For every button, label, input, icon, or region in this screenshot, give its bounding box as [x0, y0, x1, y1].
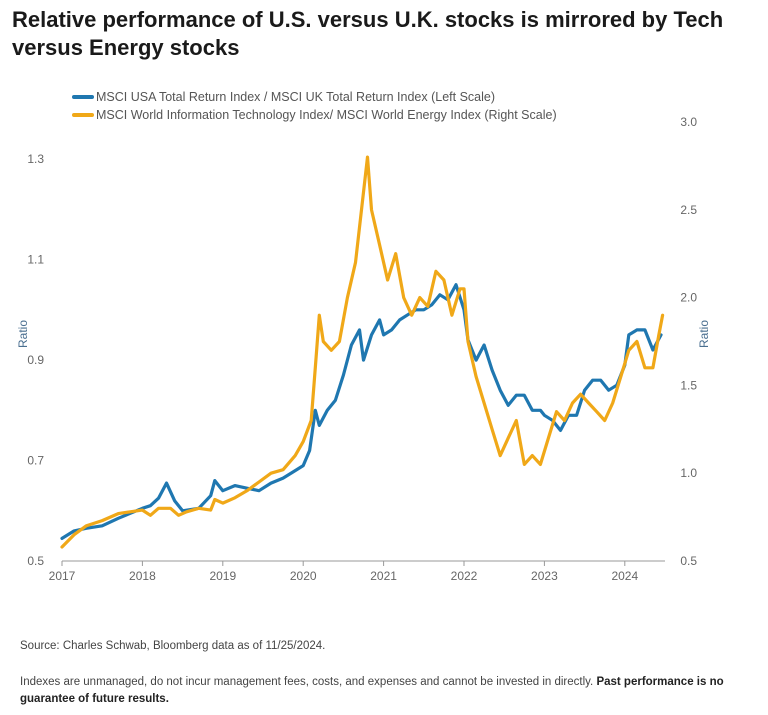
series-line-usa-uk — [60, 283, 663, 541]
axes-layer: 2017 2018 2019 2020 2021 2022 2023 2024 0.5 0.7 0.… — [16, 115, 711, 583]
legend-swatch-tech-energy — [72, 113, 94, 117]
y-right-tick-label-2-5: 2.5 — [680, 203, 697, 217]
chart-legend: MSCI USA Total Return Index / MSCI UK To… — [72, 88, 557, 124]
disclaimer: Indexes are unmanaged, do not incur mana… — [20, 674, 755, 708]
y-left-tick-label-0-5: 0.5 — [27, 554, 44, 568]
source-note: Source: Charles Schwab, Bloomberg data a… — [20, 640, 326, 652]
legend-label-usa-uk: MSCI USA Total Return Index / MSCI UK To… — [96, 90, 496, 104]
disclaimer-text: Indexes are unmanaged, do not incur mana… — [20, 676, 594, 688]
y-right-tick-label-3-0: 3.0 — [680, 115, 697, 129]
y-right-tick-label-1-0: 1.0 — [680, 466, 697, 480]
legend-item-tech-energy: MSCI World Information Technology Index/… — [72, 106, 557, 124]
x-tick-label-2020: 2020 — [290, 569, 317, 583]
x-tick-label-2024: 2024 — [611, 569, 638, 583]
x-tick-label-2017: 2017 — [49, 569, 76, 583]
legend-swatch-usa-uk — [72, 95, 94, 99]
legend-item-usa-uk: MSCI USA Total Return Index / MSCI UK To… — [72, 88, 557, 106]
x-tick-label-2019: 2019 — [209, 569, 236, 583]
y-right-tick-label-0-5: 0.5 — [680, 554, 697, 568]
y-left-tick-label-1-3: 1.3 — [27, 152, 44, 166]
chart-title: Relative performance of U.S. versus U.K.… — [12, 7, 724, 60]
series-line-tech-energy — [60, 155, 665, 549]
series-layer — [60, 155, 665, 549]
line-chart: 2017 2018 2019 2020 2021 2022 2023 2024 0.5 0.7 0.… — [16, 115, 711, 583]
disclaimer-bold: Past performance is no guarantee of futu… — [20, 676, 724, 705]
x-tick-label-2023: 2023 — [531, 569, 558, 583]
legend-label-tech-energy: MSCI World Information Technology Index/… — [96, 108, 557, 122]
y-right-tick-label-1-5: 1.5 — [680, 378, 697, 392]
x-tick-label-2018: 2018 — [129, 569, 156, 583]
y-left-tick-label-0-9: 0.9 — [27, 353, 44, 367]
x-tick-label-2021: 2021 — [370, 569, 397, 583]
x-tick-label-2022: 2022 — [451, 569, 478, 583]
y-right-axis-title: Ratio — [697, 320, 711, 348]
y-left-axis-title: Ratio — [16, 320, 30, 348]
y-left-tick-label-1-1: 1.1 — [27, 253, 44, 267]
y-left-tick-label-0-7: 0.7 — [27, 454, 44, 468]
y-right-tick-label-2-0: 2.0 — [680, 291, 697, 305]
